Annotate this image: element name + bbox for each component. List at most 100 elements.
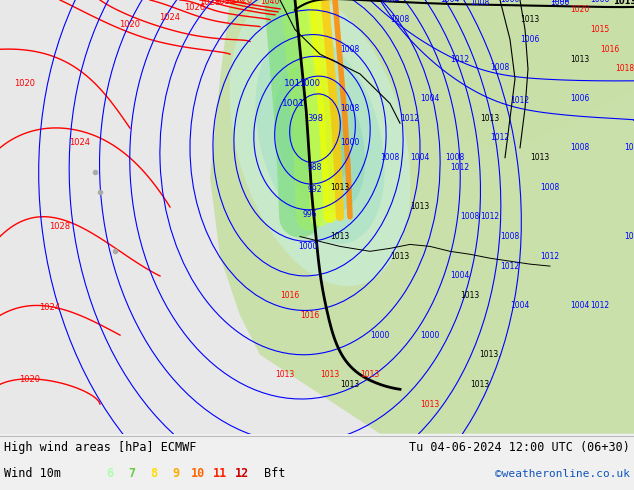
Text: 1016: 1016	[600, 45, 619, 54]
Text: 1015: 1015	[590, 25, 610, 34]
Text: 1020: 1020	[571, 5, 590, 14]
Ellipse shape	[291, 90, 349, 186]
Text: 1024: 1024	[70, 138, 91, 147]
Text: 1012: 1012	[510, 96, 529, 105]
Text: 1006: 1006	[550, 0, 570, 7]
Text: 1004: 1004	[510, 301, 529, 310]
Text: 1012: 1012	[500, 262, 519, 270]
Text: 1013: 1013	[330, 232, 349, 241]
Text: 1012: 1012	[481, 212, 500, 221]
Text: 1006: 1006	[590, 0, 610, 4]
Text: 1020: 1020	[15, 79, 36, 88]
Text: 1004: 1004	[420, 94, 440, 103]
Text: 1000: 1000	[500, 0, 520, 4]
Text: 1008: 1008	[470, 0, 489, 7]
Text: 1008: 1008	[460, 212, 480, 221]
Polygon shape	[230, 0, 634, 148]
Text: 1040: 1040	[261, 0, 280, 6]
Text: 1013: 1013	[340, 380, 359, 389]
Ellipse shape	[230, 0, 410, 286]
Text: 1013: 1013	[571, 54, 590, 64]
Text: 10: 10	[191, 467, 205, 480]
Text: 1000: 1000	[299, 79, 321, 88]
Text: 1013: 1013	[283, 79, 306, 88]
Text: 1024: 1024	[160, 13, 181, 22]
Text: 1026: 1026	[231, 0, 252, 5]
Text: 1008: 1008	[391, 15, 410, 24]
Text: 1008: 1008	[340, 104, 359, 113]
Text: Tu 04-06-2024 12:00 UTC (06+30): Tu 04-06-2024 12:00 UTC (06+30)	[409, 441, 630, 454]
Text: 1000: 1000	[340, 138, 359, 147]
Text: 1000: 1000	[299, 242, 318, 251]
Text: 1013: 1013	[613, 0, 634, 6]
Text: High wind areas [hPa] ECMWF: High wind areas [hPa] ECMWF	[4, 441, 197, 454]
Text: 1032: 1032	[214, 0, 236, 6]
Text: 1008: 1008	[380, 153, 399, 162]
Text: 1020: 1020	[119, 20, 141, 29]
Text: 1018: 1018	[616, 65, 634, 74]
Text: 1004: 1004	[380, 0, 399, 4]
Text: 1013.: 1013.	[479, 350, 501, 359]
Text: 1012: 1012	[590, 301, 609, 310]
Text: 1013: 1013	[330, 183, 349, 192]
Text: 1013: 1013	[521, 15, 540, 24]
Text: 1012: 1012	[491, 133, 510, 143]
Text: 1028: 1028	[200, 0, 221, 7]
Text: 1008: 1008	[500, 232, 520, 241]
Text: 7: 7	[129, 467, 136, 480]
Text: 9: 9	[172, 467, 179, 480]
Text: 1004: 1004	[410, 153, 430, 162]
Text: 8: 8	[150, 467, 158, 480]
Text: 1008: 1008	[540, 183, 560, 192]
Text: 1008: 1008	[445, 153, 465, 162]
Text: 398: 398	[307, 114, 323, 123]
Text: 1012: 1012	[450, 163, 470, 172]
Text: ©weatheronline.co.uk: ©weatheronline.co.uk	[495, 469, 630, 479]
Text: 1016: 1016	[301, 311, 320, 320]
Text: 1006: 1006	[521, 35, 540, 44]
Text: 12: 12	[235, 467, 249, 480]
Text: 1013: 1013	[420, 399, 439, 409]
Text: 1000: 1000	[370, 331, 390, 340]
Text: 996: 996	[302, 210, 317, 220]
Text: 1008: 1008	[340, 45, 359, 54]
Text: 1012: 1012	[401, 114, 420, 123]
Text: 1032: 1032	[224, 0, 245, 5]
Text: 1013: 1013	[531, 153, 550, 162]
Ellipse shape	[256, 32, 385, 244]
Text: 1013: 1013	[360, 370, 380, 379]
Text: Bft: Bft	[264, 467, 285, 480]
Text: 11: 11	[213, 467, 227, 480]
Text: 1009: 1009	[624, 232, 634, 241]
Text: 1000: 1000	[550, 0, 570, 4]
Text: 1016: 1016	[280, 291, 300, 300]
Text: 1028: 1028	[49, 222, 70, 231]
Text: 992: 992	[307, 185, 322, 194]
Text: 1012: 1012	[450, 54, 470, 64]
Text: 1026: 1026	[184, 3, 205, 12]
Text: 1000: 1000	[420, 331, 440, 340]
Ellipse shape	[275, 64, 365, 212]
Text: 1004: 1004	[450, 271, 470, 280]
Text: 1004: 1004	[440, 0, 460, 4]
Text: 1006: 1006	[624, 144, 634, 152]
Polygon shape	[0, 0, 200, 434]
Text: 1024: 1024	[39, 303, 60, 312]
Text: 1013: 1013	[391, 252, 410, 261]
Text: Wind 10m: Wind 10m	[4, 467, 61, 480]
Text: 1013: 1013	[460, 291, 480, 300]
Text: 1004: 1004	[571, 301, 590, 310]
Text: 1013: 1013	[470, 380, 489, 389]
Text: 1001: 1001	[281, 99, 304, 108]
Text: 1008: 1008	[571, 144, 590, 152]
Text: 1020: 1020	[20, 375, 41, 384]
Text: 1013: 1013	[481, 114, 500, 123]
Polygon shape	[210, 0, 634, 434]
Text: 1006: 1006	[571, 94, 590, 103]
Text: 1013: 1013	[410, 202, 430, 212]
Text: 1013: 1013	[275, 370, 295, 379]
Text: 6: 6	[107, 467, 113, 480]
Text: 1008: 1008	[490, 63, 510, 72]
Text: 1013: 1013	[320, 370, 340, 379]
Text: 988: 988	[308, 163, 322, 172]
